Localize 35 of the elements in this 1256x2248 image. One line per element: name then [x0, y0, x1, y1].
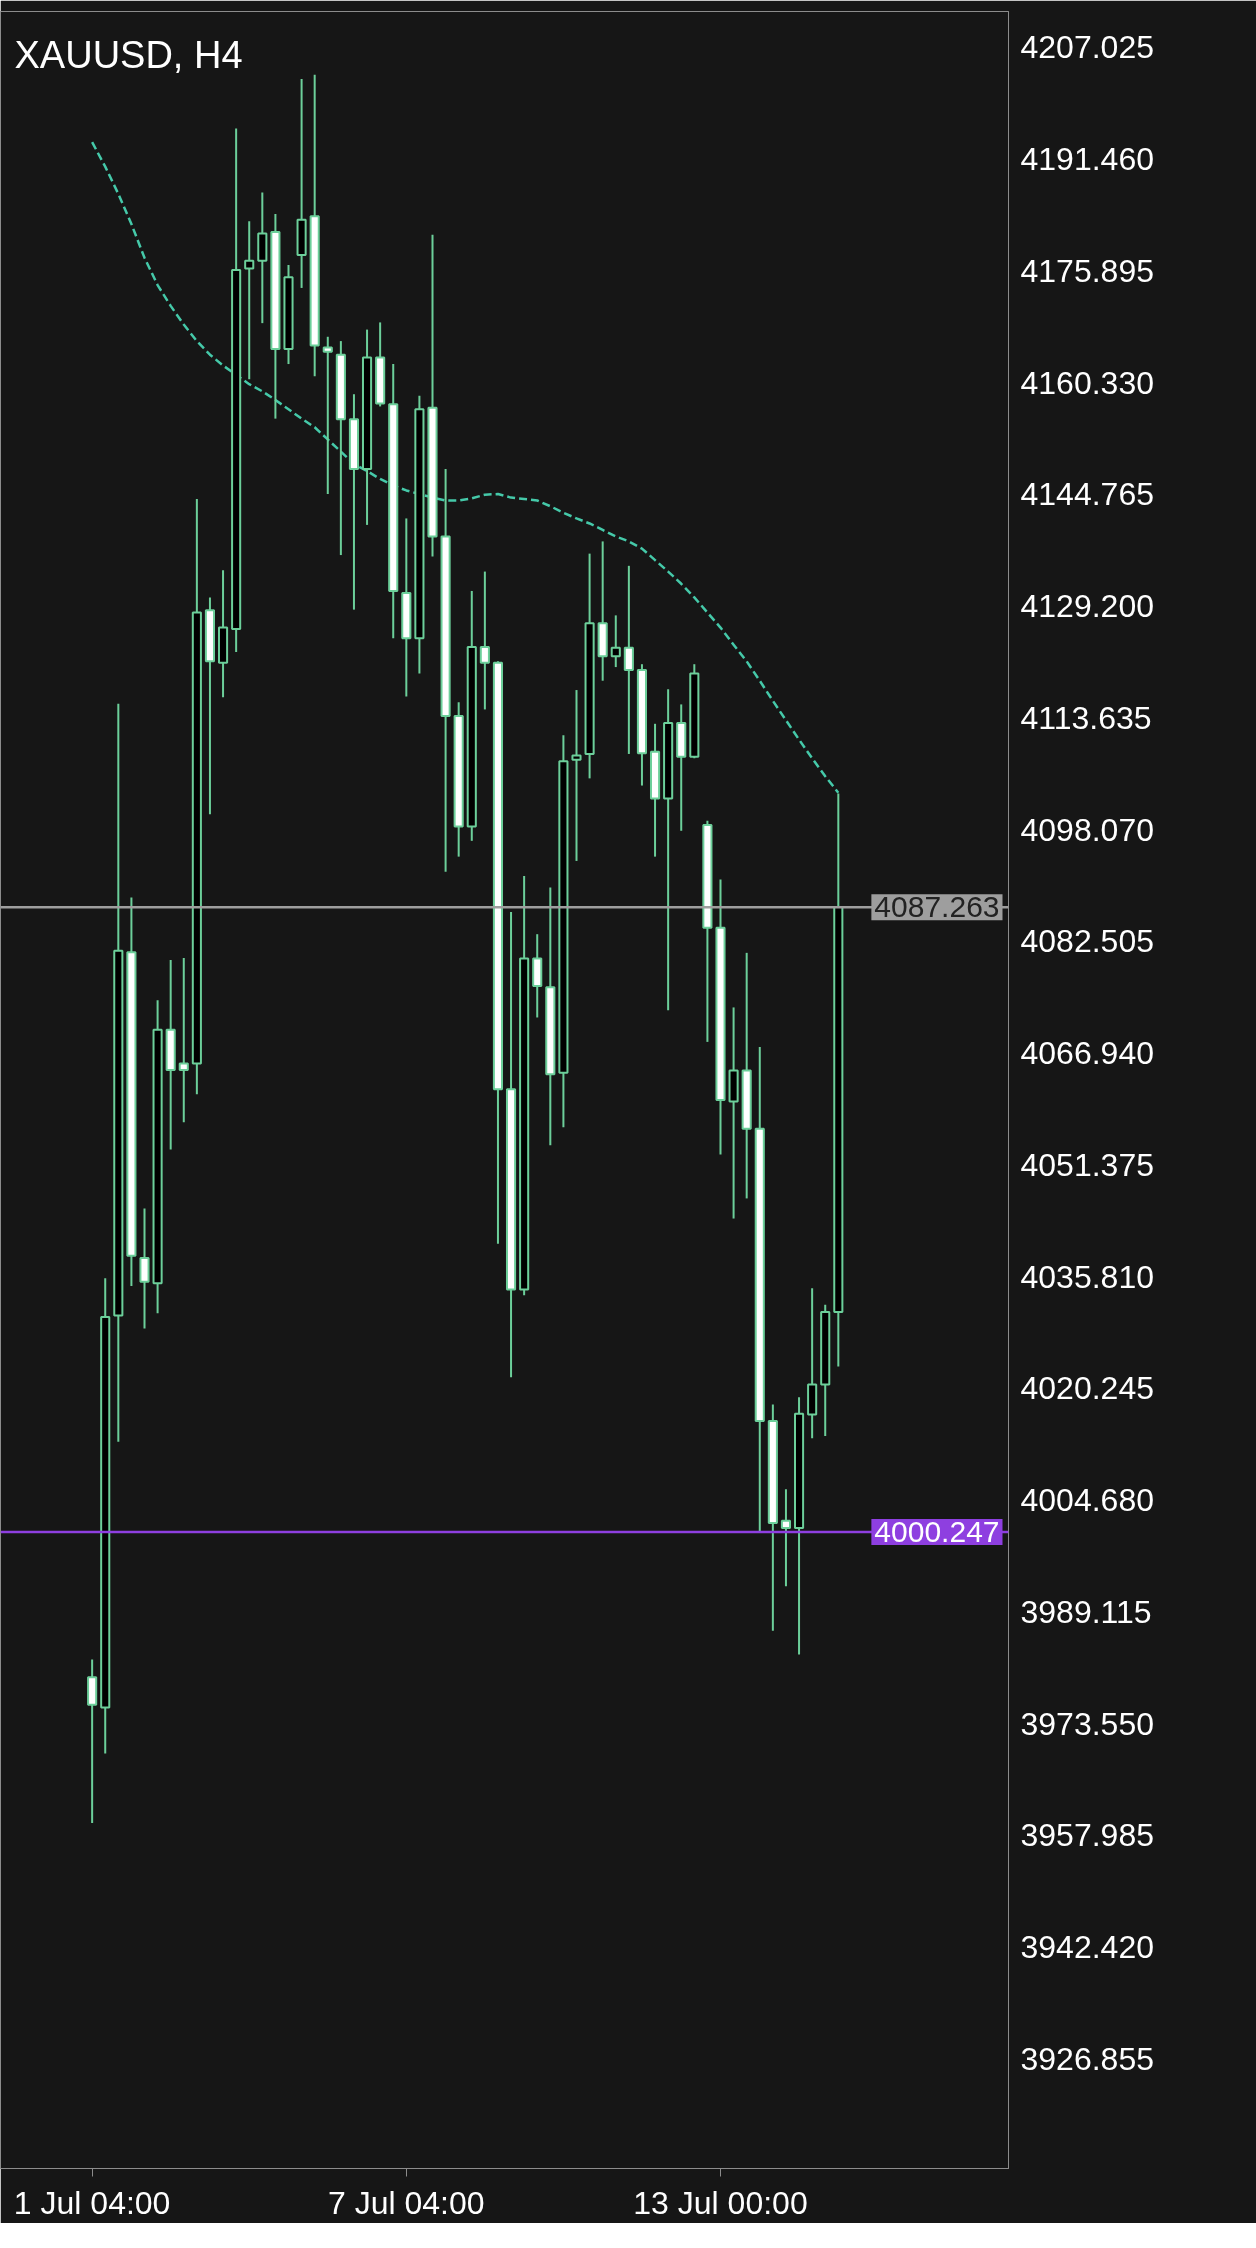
candlestick [178, 956, 189, 1124]
y-tick-label: 4175.895 [1020, 252, 1154, 289]
y-tick-label: 4098.070 [1020, 811, 1154, 848]
candlestick [623, 564, 634, 755]
candlestick [479, 570, 490, 711]
text: XAUUSD, H4 [14, 33, 243, 76]
y-tick-label: 4113.635 [1020, 699, 1152, 736]
candlestick [139, 1207, 150, 1330]
y-tick-label: 4082.505 [1020, 923, 1154, 960]
x-tick-label: 1 Jul 04:00 [13, 2184, 171, 2221]
candlestick [780, 1488, 792, 1588]
x-tick-label: 13 Jul 00:00 [633, 2184, 808, 2221]
y-tick-label: 4160.330 [1020, 364, 1154, 401]
y-tick-label: 3973.550 [1020, 1705, 1154, 1742]
y-tick-label: 4129.200 [1020, 588, 1154, 625]
y-tick-label: 4191.460 [1020, 140, 1154, 177]
y-tick-label: 4004.680 [1020, 1482, 1154, 1519]
candlestick [610, 614, 621, 669]
line-series [90, 140, 840, 794]
x-tick-label: 7 Jul 04:00 [328, 2184, 485, 2221]
y-tick-label: 4051.375 [1020, 1146, 1154, 1183]
y-tick-label: 3957.985 [1020, 1817, 1154, 1854]
candlestick [571, 689, 582, 862]
y-tick-label: 4144.765 [1020, 476, 1154, 513]
y-tick-label: 4066.940 [1020, 1035, 1154, 1072]
y-tick-label: 3926.855 [1020, 2040, 1154, 2077]
ref-line-label: 4000.247 [874, 1514, 1000, 1548]
y-tick-label: 3989.115 [1020, 1593, 1152, 1630]
y-tick-label: 3942.420 [1020, 1929, 1154, 1966]
y-tick-label: 4035.810 [1020, 1258, 1154, 1295]
y-tick-label: 4207.025 [1020, 29, 1154, 66]
ref-line-label: 4087.263 [874, 890, 1000, 924]
y-tick-label: 4020.245 [1020, 1370, 1154, 1407]
candlestick [322, 335, 333, 496]
candlestick [244, 220, 255, 381]
